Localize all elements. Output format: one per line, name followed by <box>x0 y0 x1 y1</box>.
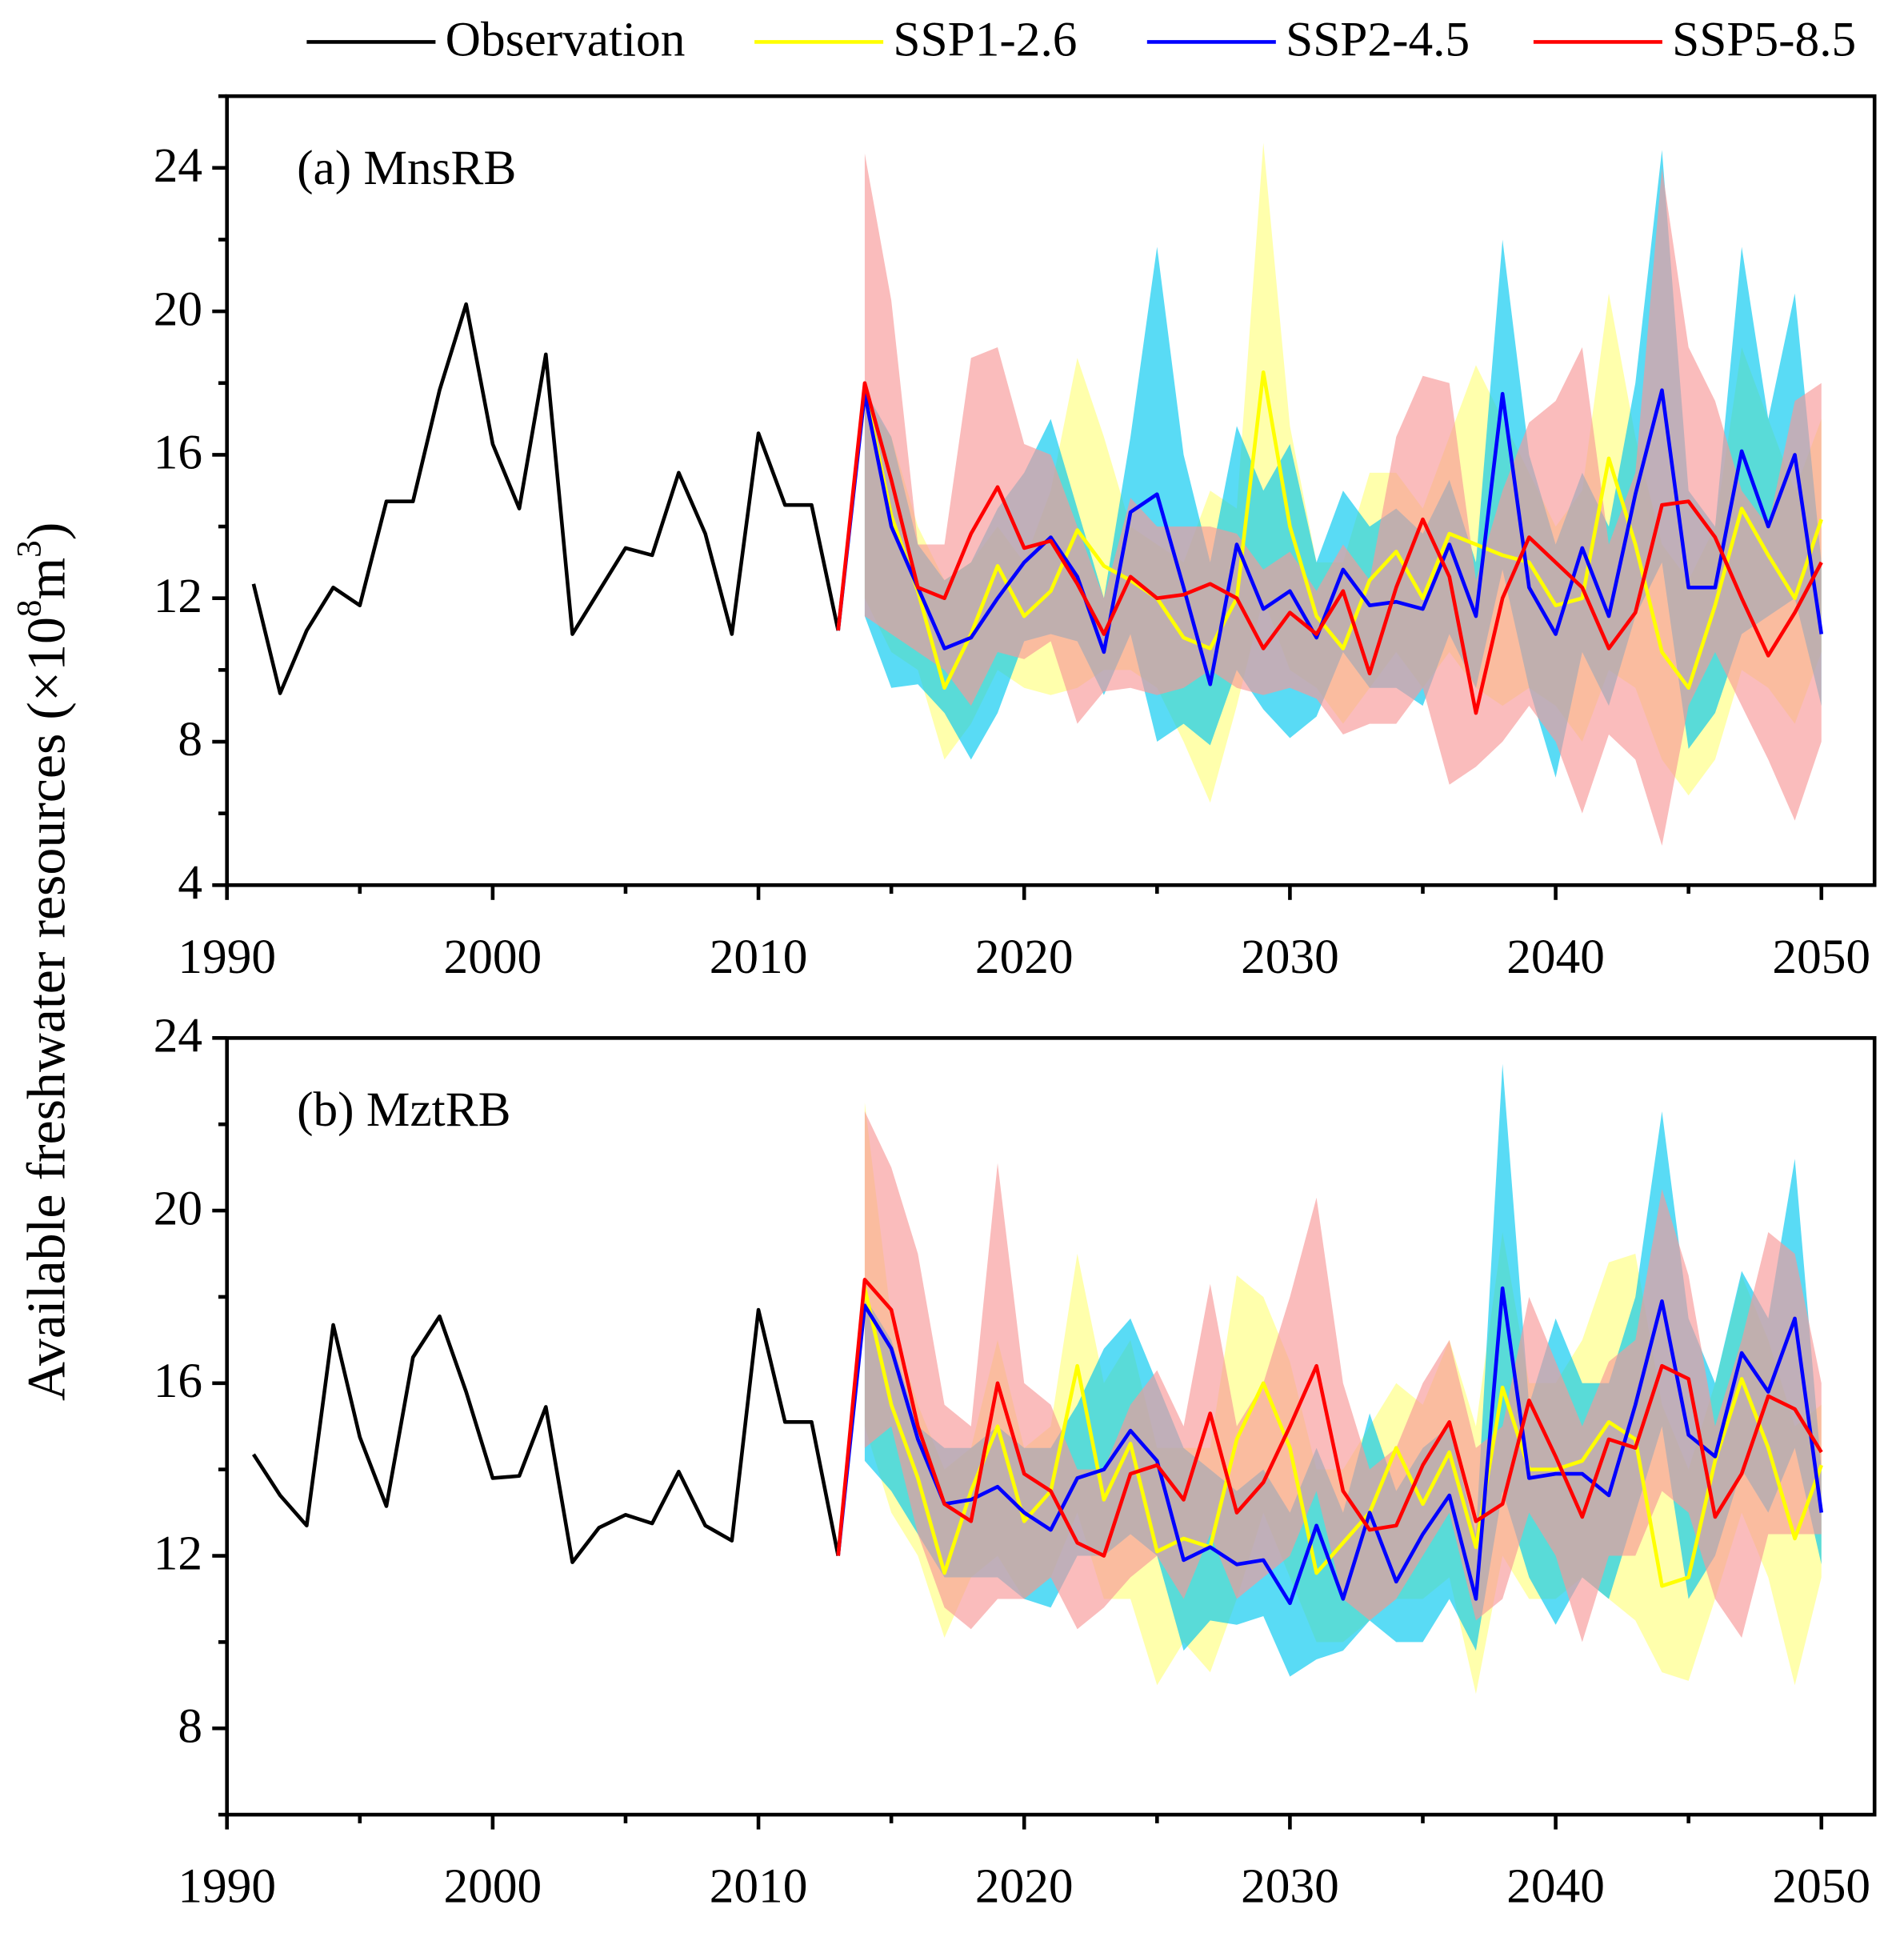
legend-label: SSP1-2.6 <box>893 12 1077 66</box>
legend-label: Observation <box>446 12 686 66</box>
y-axis-label: Available freshwater resources (×108m3) <box>11 522 76 1401</box>
x-tick-label: 2030 <box>1241 930 1339 984</box>
x-tick-label: 2010 <box>710 930 808 984</box>
x-tick-label: 2050 <box>1772 1859 1870 1914</box>
series-line <box>836 370 1823 690</box>
y-tick-label: 24 <box>154 138 202 193</box>
series-line <box>251 302 840 695</box>
legend-label: SSP2-4.5 <box>1286 12 1470 66</box>
series-line <box>836 1278 1823 1558</box>
y-tick-label: 20 <box>154 1181 202 1235</box>
y-tick-label: 16 <box>154 426 202 480</box>
x-tick-label: 2010 <box>710 1859 808 1914</box>
series-line <box>836 1286 1824 1606</box>
y-tick-label: 8 <box>178 712 202 766</box>
y-tick-label: 12 <box>154 1527 202 1581</box>
panel-title: (a) MnsRB <box>297 141 516 195</box>
x-tick-label: 2000 <box>444 1859 542 1914</box>
plot-frame <box>225 94 1877 887</box>
x-tick-label: 2040 <box>1506 930 1605 984</box>
x-tick-label: 2020 <box>975 1859 1074 1914</box>
x-tick-label: 2050 <box>1772 930 1870 984</box>
y-label-part: m <box>16 558 76 600</box>
panel-title: (b) MztRB <box>297 1083 510 1137</box>
y-label-part: Available freshwater resources (×10 <box>16 617 76 1401</box>
x-tick-label: 2020 <box>975 930 1074 984</box>
y-label-part: 3 <box>11 540 49 558</box>
x-tick-label: 2040 <box>1506 1859 1605 1914</box>
uncertainty-band <box>864 153 1822 846</box>
y-label-part: 8 <box>11 600 49 618</box>
x-tick-label: 2030 <box>1241 1859 1339 1914</box>
x-tick-label: 1990 <box>178 930 276 984</box>
y-tick-label: 12 <box>154 569 202 623</box>
y-tick-label: 4 <box>178 855 202 910</box>
legend-label: SSP5-8.5 <box>1672 12 1856 66</box>
series-line <box>251 1307 840 1564</box>
y-label-part: ) <box>16 522 76 541</box>
x-tick-label: 2000 <box>444 930 542 984</box>
series-line <box>836 388 1824 686</box>
y-tick-label: 20 <box>154 282 202 336</box>
x-tick-label: 1990 <box>178 1859 276 1914</box>
plot-frame <box>225 1036 1877 1817</box>
series-line <box>836 381 1823 715</box>
y-tick-label: 8 <box>178 1699 202 1753</box>
uncertainty-band <box>864 1111 1822 1643</box>
y-tick-label: 16 <box>154 1354 202 1408</box>
y-tick-label: 24 <box>154 1008 202 1063</box>
